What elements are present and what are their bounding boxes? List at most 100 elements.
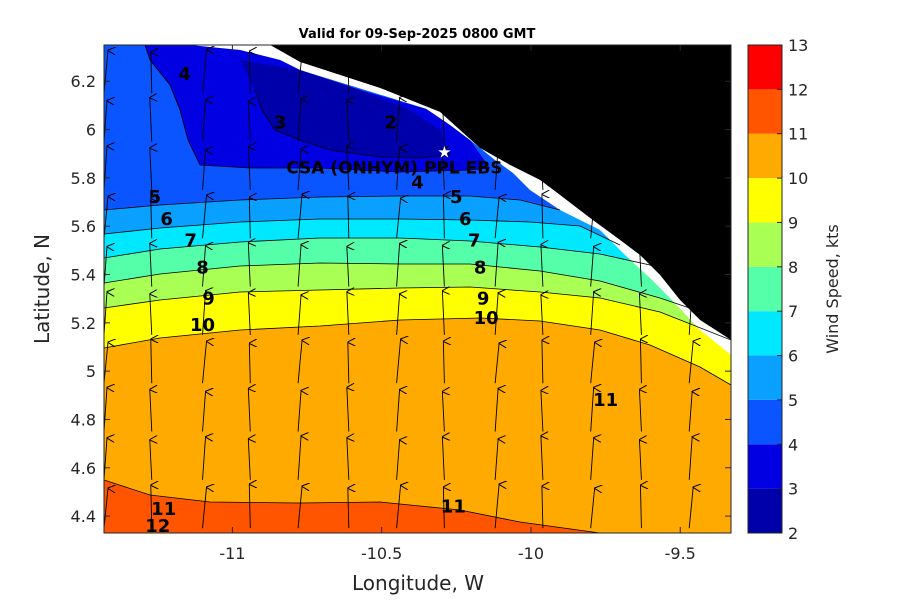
contour-label: 10 bbox=[474, 308, 499, 329]
contour-label: 9 bbox=[477, 289, 490, 310]
wind-arrow bbox=[640, 198, 641, 239]
wind-arrow bbox=[248, 293, 250, 335]
wind-arrow bbox=[347, 438, 349, 480]
wind-arrow bbox=[396, 148, 400, 190]
wind-arrow bbox=[688, 392, 692, 432]
colorbar-segment bbox=[748, 266, 782, 312]
wind-arrow bbox=[541, 295, 543, 335]
colorbar-tick-label: 4 bbox=[788, 435, 798, 454]
wind-arrow bbox=[442, 100, 444, 142]
contour-label: 9 bbox=[202, 289, 215, 310]
wind-vectors bbox=[104, 49, 693, 529]
wind-arrow bbox=[639, 98, 641, 142]
wind-arrow bbox=[442, 437, 444, 480]
wind-arrow bbox=[297, 53, 302, 94]
wind-arrow bbox=[396, 485, 401, 529]
wind-arrow bbox=[443, 49, 444, 94]
wind-arrow bbox=[202, 392, 206, 432]
y-tick-label: 5.8 bbox=[71, 169, 96, 188]
chart-title: Valid for 09-Sep-2025 0800 GMT bbox=[299, 27, 536, 42]
wind-arrow bbox=[202, 487, 207, 529]
wind-arrow bbox=[494, 293, 498, 335]
wind-arrow bbox=[150, 440, 152, 480]
wind-arrow bbox=[202, 49, 207, 94]
contour-label: 5 bbox=[148, 187, 161, 208]
wind-arrow bbox=[494, 484, 499, 529]
band-10-11 bbox=[104, 318, 731, 533]
wind-arrow bbox=[297, 295, 301, 335]
wind-arrow bbox=[248, 147, 250, 190]
wind-arrow bbox=[248, 439, 250, 480]
wind-arrow bbox=[104, 488, 108, 529]
wind-arrow bbox=[248, 102, 250, 142]
y-tick-label: 5.4 bbox=[71, 266, 96, 285]
wind-arrow bbox=[590, 247, 594, 287]
site-label: CSA (ONHYM) PPL EBS bbox=[286, 158, 502, 178]
colorbar-segment bbox=[748, 222, 782, 267]
colorbar-tick-label: 13 bbox=[788, 36, 808, 55]
wind-arrow bbox=[494, 439, 498, 480]
wind-arrow bbox=[541, 99, 543, 142]
x-tick-label: -10.5 bbox=[361, 544, 402, 563]
wind-arrow bbox=[541, 149, 543, 190]
wind-arrow bbox=[442, 246, 444, 287]
wind-arrow bbox=[151, 198, 152, 239]
wind-arrow bbox=[640, 52, 641, 94]
wind-arrow bbox=[590, 438, 594, 480]
colorbar-tick-label: 8 bbox=[788, 258, 798, 277]
wind-arrow bbox=[348, 196, 349, 239]
wind-arrow bbox=[249, 51, 250, 94]
wind-arrow bbox=[347, 146, 349, 190]
wind-arrow bbox=[639, 148, 641, 190]
contour-label: 8 bbox=[196, 257, 209, 278]
wind-arrow bbox=[688, 150, 692, 190]
wind-arrow bbox=[396, 198, 401, 239]
contour-label: 11 bbox=[151, 499, 176, 520]
site-star-icon: ★ bbox=[437, 142, 451, 161]
wind-arrow bbox=[494, 197, 499, 239]
wind-arrow bbox=[297, 486, 302, 529]
colorbar-tick-label: 7 bbox=[788, 302, 798, 321]
contour-label: 10 bbox=[190, 315, 215, 336]
wind-arrow bbox=[202, 246, 206, 287]
wind-arrow bbox=[248, 389, 250, 432]
contour-label: 12 bbox=[145, 516, 170, 537]
wind-arrow bbox=[248, 243, 250, 287]
wind-arrow bbox=[150, 98, 152, 142]
wind-arrow bbox=[297, 194, 302, 239]
colorbar-segment bbox=[748, 488, 782, 533]
wind-arrow bbox=[442, 291, 444, 335]
plot-area bbox=[104, 45, 731, 533]
wind-arrow bbox=[590, 50, 595, 94]
x-axis: -11 -10.5 -10 -9.5 bbox=[219, 45, 696, 563]
x-axis-label: Longitude, W bbox=[352, 571, 484, 595]
wind-arrow bbox=[202, 437, 206, 480]
wind-arrow bbox=[297, 149, 301, 190]
land-mask bbox=[270, 45, 731, 340]
contour-label: 7 bbox=[468, 231, 481, 252]
y-axis-label: Latitude, N bbox=[30, 234, 54, 344]
y-tick-label: 4.4 bbox=[71, 507, 96, 526]
wind-arrow bbox=[688, 246, 692, 287]
wind-arrow bbox=[639, 440, 641, 480]
band-9-10 bbox=[104, 287, 731, 385]
wind-arrow bbox=[104, 342, 108, 384]
contour-label: 6 bbox=[459, 209, 472, 230]
x-tick-label: -9.5 bbox=[665, 544, 696, 563]
y-tick-label: 6 bbox=[86, 121, 96, 140]
band-5-6 bbox=[104, 196, 620, 245]
wind-arrow bbox=[590, 342, 595, 384]
wind-arrow bbox=[151, 339, 152, 384]
colorbar-tick-label: 2 bbox=[788, 524, 798, 543]
site-marker: ★CSA (ONHYM) PPL EBS bbox=[286, 142, 502, 178]
wind-arrow bbox=[202, 341, 207, 384]
wind-arrow bbox=[297, 391, 301, 432]
contour-label: 8 bbox=[474, 257, 487, 278]
wind-arrow bbox=[150, 244, 152, 287]
wind-arrow bbox=[442, 392, 444, 432]
wind-arrow bbox=[640, 485, 641, 529]
wind-arrow bbox=[688, 341, 693, 384]
y-tick-label: 5.6 bbox=[71, 217, 96, 236]
wind-arrow bbox=[150, 294, 152, 335]
wind-arrow bbox=[249, 197, 250, 239]
